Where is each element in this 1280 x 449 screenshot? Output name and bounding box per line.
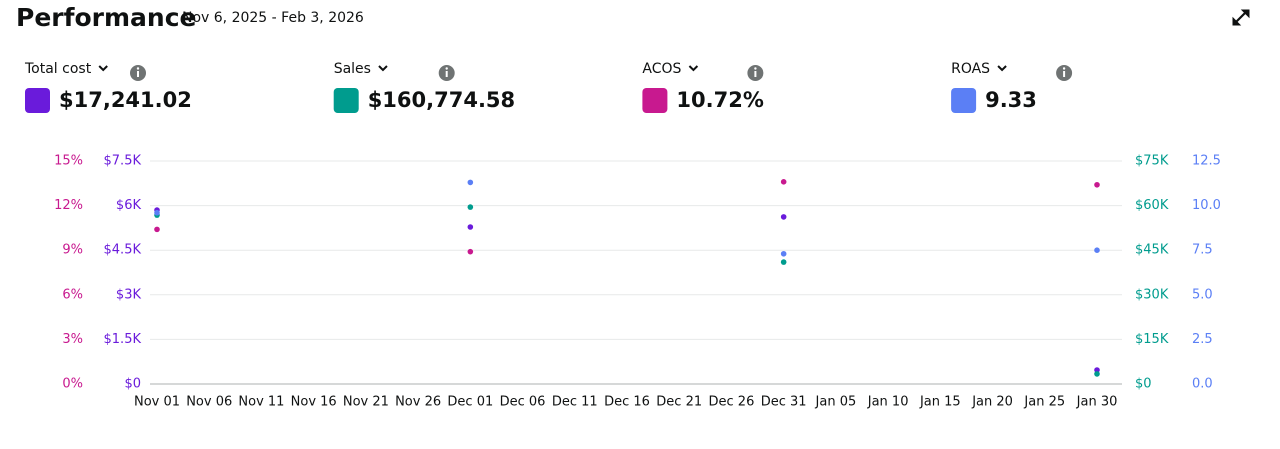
y-tick-label: $3K xyxy=(116,287,142,302)
metric-label: ROAS xyxy=(951,61,990,77)
data-point xyxy=(780,259,787,265)
y-tick-label: 0.0 xyxy=(1192,377,1213,392)
metric-value: $160,774.58 xyxy=(368,88,515,112)
metric-swatch xyxy=(951,88,977,113)
metric-card[interactable]: ACOS 10.72% xyxy=(642,61,764,113)
data-point xyxy=(154,226,160,233)
metric-label: Sales xyxy=(334,61,371,77)
data-point xyxy=(780,214,787,220)
y-tick-label: 2.5 xyxy=(1192,332,1213,347)
y-tick-label: $0 xyxy=(124,377,141,392)
x-tick-label: Dec 31 xyxy=(761,395,807,410)
metric-value: 9.33 xyxy=(985,88,1037,112)
y-tick-label: 9% xyxy=(62,243,83,258)
info-icon-bar xyxy=(754,71,757,77)
y-tick-label: 3% xyxy=(62,332,83,347)
y-tick-label: $4.5K xyxy=(104,243,142,258)
dropdown-chevron xyxy=(688,65,699,72)
expand-icon[interactable] xyxy=(1232,9,1250,26)
data-point xyxy=(1094,371,1100,377)
y-tick-label: $30K xyxy=(1135,287,1169,302)
x-tick-label: Dec 01 xyxy=(447,395,493,410)
y-tick-label: 6% xyxy=(62,287,83,302)
data-point xyxy=(154,209,160,216)
info-icon-dot xyxy=(1062,67,1066,70)
metric-swatch xyxy=(25,88,50,113)
info-icon-bar xyxy=(445,71,448,77)
y-tick-label: $0 xyxy=(1135,377,1152,392)
data-point xyxy=(467,248,474,255)
metric-card[interactable]: Sales $160,774.58 xyxy=(333,61,515,113)
data-point xyxy=(780,179,787,185)
date-range: Nov 6, 2025 - Feb 3, 2026 xyxy=(182,10,364,26)
y-tick-label: 12.5 xyxy=(1192,154,1221,169)
x-tick-label: Nov 01 xyxy=(134,395,180,410)
y-tick-label: $6K xyxy=(116,198,142,213)
dropdown-chevron xyxy=(98,65,108,72)
x-tick-label: Nov 11 xyxy=(238,395,284,410)
data-point xyxy=(467,224,474,230)
metric-value: $17,241.02 xyxy=(59,88,192,112)
info-icon-dot xyxy=(754,67,757,70)
y-tick-label: $15K xyxy=(1135,332,1169,347)
x-tick-label: Jan 05 xyxy=(815,395,857,410)
info-icon-dot xyxy=(136,67,140,70)
x-tick-label: Dec 16 xyxy=(604,395,650,410)
y-tick-label: 15% xyxy=(54,154,83,169)
metric-swatch xyxy=(333,88,359,113)
x-tick-label: Jan 20 xyxy=(971,395,1013,410)
y-tick-label: 7.5 xyxy=(1192,243,1213,258)
widget-title: Performance xyxy=(16,3,196,32)
info-icon-bar xyxy=(137,71,139,77)
y-tick-label: 12% xyxy=(54,198,83,213)
metric-label: Total cost xyxy=(24,61,92,77)
dropdown-chevron xyxy=(378,65,388,72)
x-tick-label: Dec 11 xyxy=(552,395,598,410)
x-tick-label: Jan 15 xyxy=(919,395,961,410)
y-tick-label: 5.0 xyxy=(1192,287,1213,302)
y-tick-label: $1.5K xyxy=(104,332,142,347)
dropdown-chevron xyxy=(997,65,1007,72)
x-tick-label: Dec 06 xyxy=(500,395,546,410)
x-tick-label: Jan 10 xyxy=(867,395,909,410)
x-tick-label: Nov 26 xyxy=(395,395,441,410)
data-point xyxy=(467,179,474,186)
info-icon-dot xyxy=(445,67,448,70)
y-tick-label: $75K xyxy=(1135,154,1169,169)
x-tick-label: Jan 25 xyxy=(1023,395,1065,410)
data-point xyxy=(1094,367,1100,373)
y-tick-label: $45K xyxy=(1135,243,1169,258)
x-tick-label: Jan 30 xyxy=(1076,395,1118,410)
data-point xyxy=(1094,247,1100,253)
y-tick-label: 0% xyxy=(62,377,83,392)
y-tick-label: $7.5K xyxy=(104,154,142,169)
y-tick-label: 10.0 xyxy=(1192,198,1221,213)
metric-card[interactable]: ROAS 9.33 xyxy=(951,61,1073,113)
x-tick-label: Nov 16 xyxy=(291,395,337,410)
metric-label: ACOS xyxy=(642,61,681,77)
data-point xyxy=(1094,181,1100,188)
data-point xyxy=(780,250,787,257)
x-tick-label: Nov 06 xyxy=(186,395,232,410)
y-tick-label: $60K xyxy=(1135,198,1169,213)
x-tick-label: Nov 21 xyxy=(343,395,389,410)
metric-swatch xyxy=(642,88,668,113)
x-tick-label: Dec 26 xyxy=(709,395,755,410)
x-tick-label: Dec 21 xyxy=(656,395,702,410)
metric-value: 10.72% xyxy=(676,88,763,112)
info-icon-bar xyxy=(1063,71,1066,77)
metric-card[interactable]: Total cost $17,241.02 xyxy=(24,61,192,113)
data-point xyxy=(467,204,474,210)
